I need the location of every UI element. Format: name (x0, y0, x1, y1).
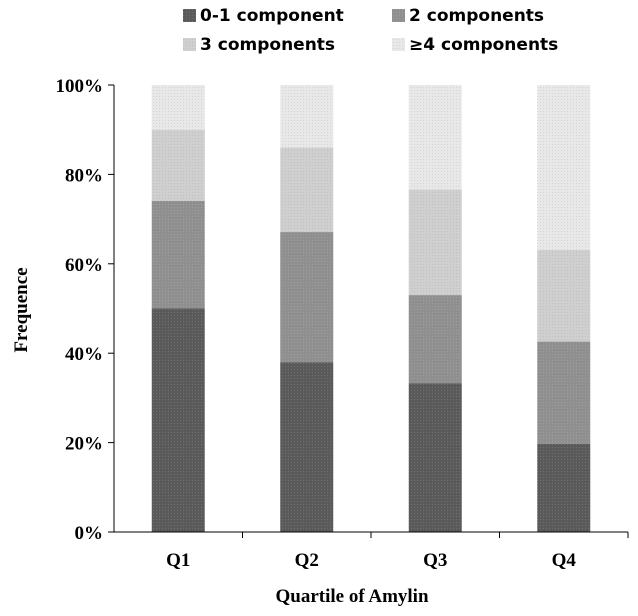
axes: Q1 Q2 Q3 Q4 0% 20% 40% 60% 80% 100% (56, 76, 629, 571)
legend-label-1: 2 components (409, 6, 544, 26)
legend-label-2: 3 components (200, 35, 335, 55)
bar-q4-series-0 (537, 443, 591, 532)
x-tick-label-q1: Q1 (166, 550, 190, 571)
y-axis-title: Frequence (11, 267, 32, 352)
x-tick-label-q3: Q3 (423, 550, 447, 571)
legend-label-3: ≥4 components (409, 35, 558, 55)
y-tick-label: 0% (75, 523, 104, 544)
x-tick-label-q2: Q2 (295, 550, 319, 571)
bar-q3-series-0 (408, 383, 462, 532)
y-tick-label: 100% (56, 76, 104, 97)
legend-label-0: 0-1 component (200, 6, 344, 26)
x-axis-title: Quartile of Amylin (275, 586, 428, 607)
legend-swatch-0 (183, 9, 196, 22)
y-tick-label: 40% (65, 344, 103, 365)
bar-q1-series-3 (151, 85, 205, 130)
x-tick-label-q4: Q4 (552, 550, 577, 571)
legend-swatch-3 (392, 38, 405, 51)
bar-q3-series-1 (408, 295, 462, 384)
bar-q1-series-2 (151, 129, 205, 201)
bars (151, 85, 591, 532)
bar-q4-series-3 (537, 85, 591, 250)
bar-q1-series-0 (151, 308, 205, 532)
bar-q1-series-1 (151, 200, 205, 309)
bar-q2-series-2 (280, 147, 334, 233)
y-tick-label: 60% (65, 255, 103, 276)
bar-q3-series-2 (408, 189, 462, 296)
bar-q3-series-3 (408, 85, 462, 190)
y-tick-label: 80% (65, 165, 103, 186)
y-tick-label: 20% (65, 434, 103, 455)
legend-swatch-1 (392, 9, 405, 22)
bar-q2-series-0 (280, 362, 334, 532)
bar-q4-series-1 (537, 341, 591, 444)
legend: 0-1 component 2 components 3 components ≥4 … (183, 6, 558, 55)
bar-q2-series-1 (280, 232, 334, 363)
bar-q4-series-2 (537, 249, 591, 342)
bar-q2-series-3 (280, 85, 334, 148)
legend-swatch-2 (183, 38, 196, 51)
